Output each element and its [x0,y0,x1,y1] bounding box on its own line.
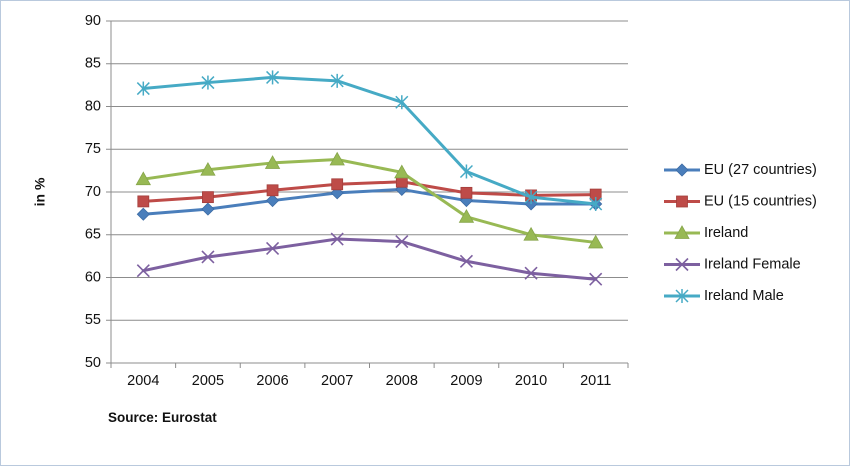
x-tick-label: 2008 [386,373,418,389]
x-tick-label: 2011 [580,373,611,389]
legend-item: Ireland [664,225,748,241]
series-line [141,187,598,216]
x-tick-label: 2009 [450,373,482,389]
legend-marker [675,289,689,303]
legend-item: EU (15 countries) [664,193,817,209]
legend-marker [676,195,688,208]
x-tick-label: 2004 [127,373,159,389]
data-point [523,226,539,241]
data-point [331,178,344,191]
data-point [394,164,410,179]
legend-label: Ireland Female [704,256,801,272]
x-tick-label: 2007 [321,373,353,389]
y-tick-label: 75 [85,141,101,157]
legend-marker [674,225,690,239]
legend: EU (27 countries) EU (15 countries) Irelan… [664,162,817,304]
data-point [136,81,150,96]
data-point [265,193,280,208]
series-line [141,180,598,203]
legend-item: EU (27 countries) [664,162,817,178]
data-point [201,250,215,264]
y-tick-label: 65 [85,227,101,243]
y-tick-label: 70 [85,184,101,200]
series-ireland [135,151,604,249]
y-tick-label: 85 [85,56,101,72]
data-point [264,155,281,169]
data-point [588,234,604,249]
y-tick-label: 90 [85,13,101,29]
data-point [330,232,344,246]
series-line [141,158,598,244]
data-point [524,190,538,205]
data-point [395,235,409,249]
data-point [458,208,475,223]
series-ireland-male [136,70,603,211]
series-lines [135,70,604,286]
axes: 50 55 60 65 70 75 80 85 90 2004 2005 2006 2007 2008 20… [85,13,629,389]
source-note: Source: Eurostat [108,410,217,425]
y-tick-label: 80 [85,98,101,114]
data-point [201,75,215,90]
data-point [330,73,344,88]
data-point [329,151,345,166]
x-tick-label: 2006 [256,373,288,389]
series-line [141,75,598,206]
legend-label: EU (27 countries) [704,162,817,178]
data-point [201,202,215,216]
data-point [395,95,409,110]
legend-marker [675,163,689,177]
data-point [202,191,214,204]
data-point [459,164,473,179]
data-point [135,171,151,186]
legend-marker [675,257,689,272]
data-point [266,184,279,197]
legend-item: Ireland Female [664,256,801,272]
data-point [459,254,474,268]
y-tick-label: 60 [85,269,101,285]
x-tick-label: 2010 [515,373,547,389]
data-point [137,195,150,208]
series-ireland-female [136,232,603,286]
data-point [136,264,150,278]
y-tick-label: 55 [85,312,101,328]
data-point [589,196,603,211]
data-point [136,207,150,221]
data-point [266,70,280,85]
legend-label: EU (15 countries) [704,193,817,209]
data-point [589,272,603,286]
y-axis-label: in % [32,177,48,206]
legend-label: Ireland [704,225,748,241]
x-tick-label: 2005 [192,373,224,389]
y-tick-label: 50 [85,355,101,371]
data-point [200,161,216,176]
data-point [524,266,538,280]
legend-label: Ireland Male [704,288,784,304]
data-point [265,241,280,255]
legend-item: Ireland Male [664,288,784,304]
series-line [141,237,598,281]
data-point [460,186,473,199]
